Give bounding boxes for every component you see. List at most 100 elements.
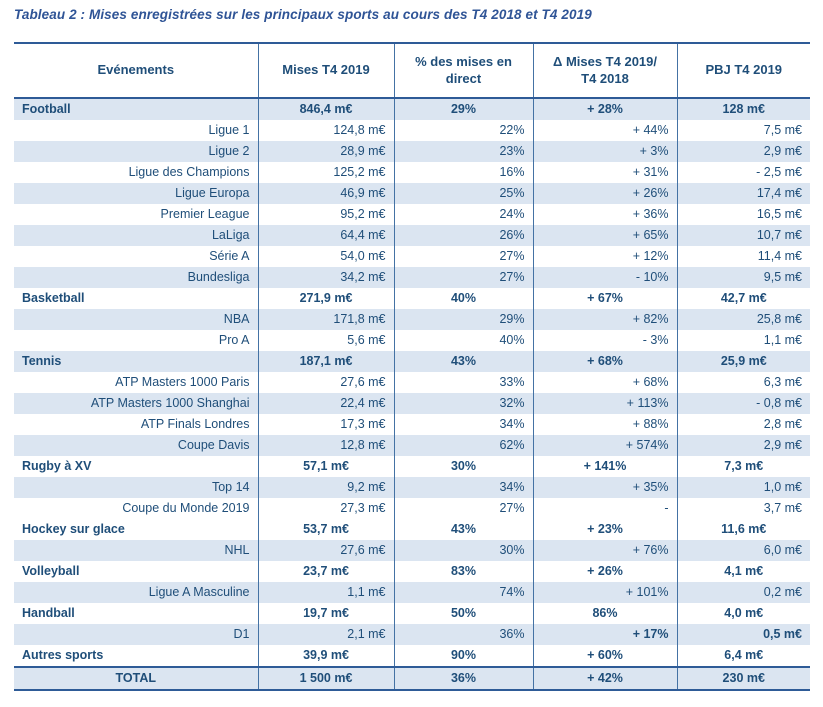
cell-pbj: - 2,5 m€ <box>676 162 810 183</box>
cell-mises: 27,3 m€ <box>257 498 394 519</box>
cell-pbj: 42,7 m€ <box>676 288 810 309</box>
cell-mises: 28,9 m€ <box>257 141 394 162</box>
row-label: LaLiga <box>14 225 258 246</box>
header-pct-mises-direct: % des mises en direct <box>393 42 533 99</box>
cell-pbj: 16,5 m€ <box>676 204 810 225</box>
cell-direct: 62% <box>393 435 533 456</box>
cell-mises: 1 500 m€ <box>257 666 394 691</box>
cell-mises: 19,7 m€ <box>257 603 394 624</box>
cell-delta: + 141% <box>532 456 677 477</box>
row-label: Handball <box>22 606 75 620</box>
cell-direct: 36% <box>393 624 533 645</box>
table-row-bundesliga: Bundesliga 34,2 m€ 27% - 10% 9,5 m€ <box>14 267 810 288</box>
cell-delta: + 101% <box>532 582 677 603</box>
table-body: Football 846,4 m€ 29% + 28% 128 m€ Ligue 1 124… <box>14 98 810 691</box>
cell-mises: 187,1 m€ <box>257 351 394 372</box>
cell-mises: 17,3 m€ <box>257 414 394 435</box>
table-row-basketball: Basketball 271,9 m€ 40% + 67% 42,7 m€ <box>14 288 810 309</box>
cell-direct: 40% <box>393 288 533 309</box>
cell-mises: 271,9 m€ <box>257 288 394 309</box>
cell-pbj: 6,3 m€ <box>676 372 810 393</box>
cell-pbj: 2,9 m€ <box>676 435 810 456</box>
row-label: Top 14 <box>14 477 258 498</box>
cell-delta: + 28% <box>532 98 677 120</box>
row-label: Football <box>14 98 258 120</box>
cell-pbj: 230 m€ <box>676 666 810 691</box>
cell-delta: - 3% <box>532 330 677 351</box>
cell-direct: 50% <box>393 603 533 624</box>
cell-pbj: 6,4 m€ <box>676 645 810 667</box>
table-row-coupe-du-monde-2019: Coupe du Monde 2019 27,3 m€ 27% -3,7 m€ <box>14 498 810 519</box>
cell-direct: 32% <box>393 393 533 414</box>
cell-direct: 74% <box>393 582 533 603</box>
cell-direct: 40% <box>393 330 533 351</box>
row-label: D1 <box>14 624 258 645</box>
row-label: Coupe du Monde 2019 <box>122 501 250 515</box>
cell-mises: 64,4 m€ <box>257 225 394 246</box>
cell-direct: 29% <box>393 98 533 120</box>
table-row-nba: NBA 171,8 m€ 29% + 82% 25,8 m€ <box>14 309 810 330</box>
header-row: Evénements Mises T4 2019 % des mises en … <box>14 42 810 99</box>
cell-direct: 22% <box>393 120 533 141</box>
cell-mises: 846,4 m€ <box>257 98 394 120</box>
table-row-s-rie-a: Série A 54,0 m€ 27% + 12% 11,4 m€ <box>14 246 810 267</box>
header-mises-t4-2019: Mises T4 2019 <box>257 42 394 99</box>
cell-pbj: 128 m€ <box>676 98 810 120</box>
cell-pbj: 2,8 m€ <box>676 414 810 435</box>
cell-delta: + 113% <box>532 393 677 414</box>
cell-pbj: 0,5 m€ <box>676 624 810 645</box>
cell-direct: 34% <box>393 477 533 498</box>
table-row-autres-sports: Autres sports 39,9 m€ 90% + 60% 6,4 m€ <box>14 645 810 667</box>
row-label: NHL <box>14 540 258 561</box>
table-row-nhl: NHL 27,6 m€ 30% + 76% 6,0 m€ <box>14 540 810 561</box>
cell-pbj: 9,5 m€ <box>676 267 810 288</box>
cell-mises: 2,1 m€ <box>257 624 394 645</box>
table-row-total: TOTAL 1 500 m€ 36% + 42% 230 m€ <box>14 666 810 691</box>
table-row-pro-a: Pro A 5,6 m€ 40% - 3% 1,1 m€ <box>14 330 810 351</box>
header-evenements: Evénements <box>14 42 258 99</box>
table-row-tennis: Tennis 187,1 m€ 43% + 68% 25,9 m€ <box>14 351 810 372</box>
cell-delta: + 88% <box>532 414 677 435</box>
cell-pbj: 10,7 m€ <box>676 225 810 246</box>
row-label: Coupe Davis <box>14 435 258 456</box>
cell-mises: 53,7 m€ <box>257 519 394 540</box>
row-label: Tennis <box>14 351 258 372</box>
cell-direct: 90% <box>393 645 533 667</box>
sports-bets-table: Evénements Mises T4 2019 % des mises en … <box>14 42 810 691</box>
row-label: Ligue des Champions <box>128 165 250 179</box>
cell-delta: + 31% <box>532 162 677 183</box>
cell-direct: 34% <box>393 414 533 435</box>
table-row-football: Football 846,4 m€ 29% + 28% 128 m€ <box>14 98 810 120</box>
table-row-ligue-des-champions: Ligue des Champions 125,2 m€ 16% + 31% - 2,5… <box>14 162 810 183</box>
cell-pbj: 1,1 m€ <box>676 330 810 351</box>
row-label: ATP Masters 1000 Shanghai <box>14 393 258 414</box>
cell-mises: 124,8 m€ <box>257 120 394 141</box>
table-row-handball: Handball 19,7 m€ 50% 86% 4,0 m€ <box>14 603 810 624</box>
cell-direct: 33% <box>393 372 533 393</box>
cell-mises: 171,8 m€ <box>257 309 394 330</box>
cell-mises: 22,4 m€ <box>257 393 394 414</box>
cell-direct: 30% <box>393 540 533 561</box>
cell-direct: 27% <box>393 498 533 519</box>
row-label: Basketball <box>22 291 85 305</box>
cell-pbj: 4,0 m€ <box>676 603 810 624</box>
cell-delta: + 60% <box>532 645 677 667</box>
table-row-volleyball: Volleyball 23,7 m€ 83% + 26% 4,1 m€ <box>14 561 810 582</box>
cell-delta: + 76% <box>532 540 677 561</box>
row-label: Ligue A Masculine <box>14 582 258 603</box>
table-header: Evénements Mises T4 2019 % des mises en … <box>14 42 810 99</box>
cell-pbj: 4,1 m€ <box>676 561 810 582</box>
cell-delta: + 574% <box>532 435 677 456</box>
cell-mises: 34,2 m€ <box>257 267 394 288</box>
cell-direct: 23% <box>393 141 533 162</box>
cell-pbj: 11,6 m€ <box>676 519 810 540</box>
cell-mises: 1,1 m€ <box>257 582 394 603</box>
table-row-ligue-2: Ligue 2 28,9 m€ 23% + 3% 2,9 m€ <box>14 141 810 162</box>
table-row-d1: D1 2,1 m€ 36% + 17% 0,5 m€ <box>14 624 810 645</box>
row-label: TOTAL <box>14 666 258 691</box>
cell-direct: 26% <box>393 225 533 246</box>
table-row-premier-league: Premier League 95,2 m€ 24% + 36% 16,5 m€ <box>14 204 810 225</box>
row-label: NBA <box>14 309 258 330</box>
cell-direct: 36% <box>393 666 533 691</box>
cell-pbj: 0,2 m€ <box>676 582 810 603</box>
